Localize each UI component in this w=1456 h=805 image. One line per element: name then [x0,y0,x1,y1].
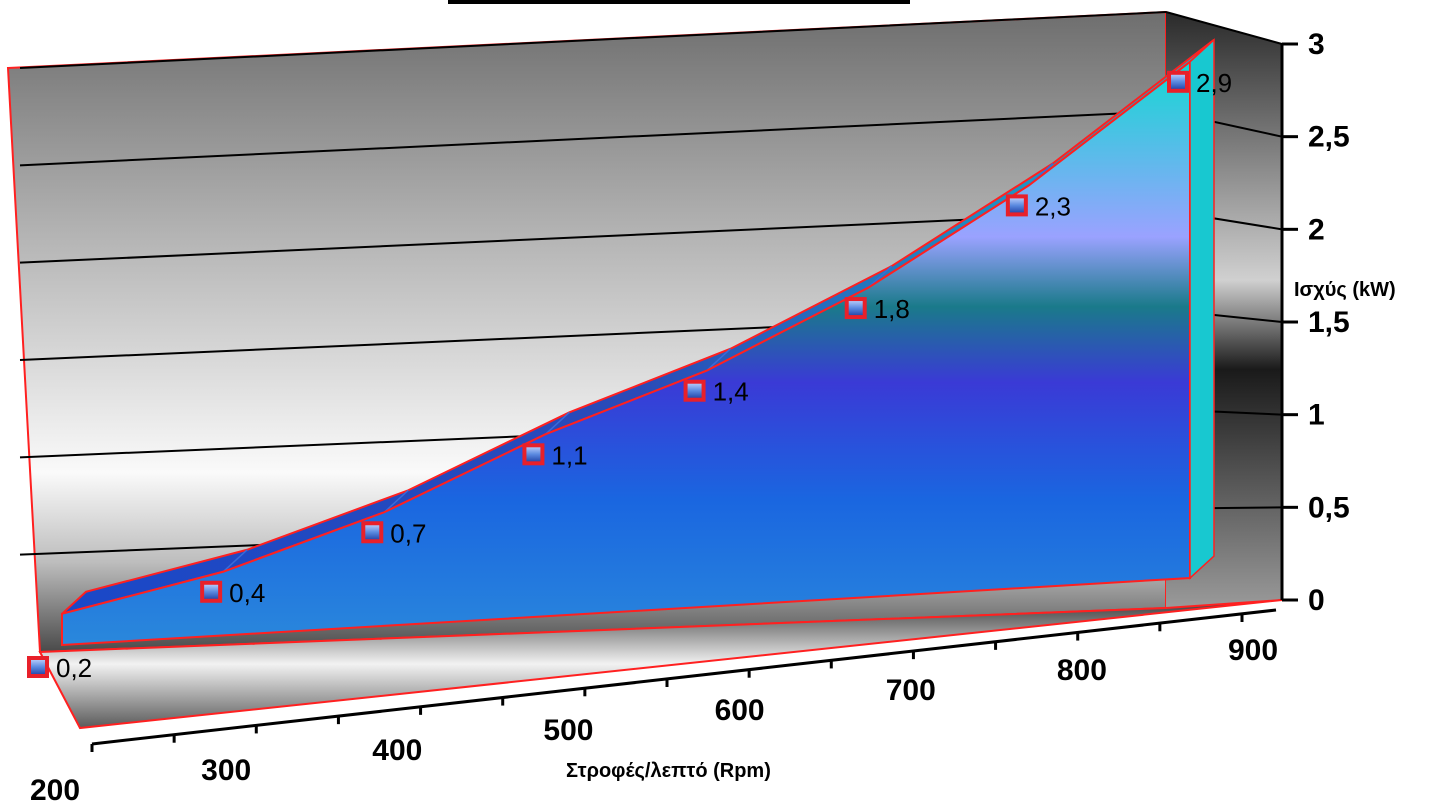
area-end-face [1189,38,1215,580]
y-tick-label: 1,5 [1308,306,1350,339]
data-label: 2,9 [1196,68,1232,98]
data-labels: 0,2 0,4 0,7 1,1 1,4 1,8 2,3 2,9 [56,68,1232,683]
gridline-side [1165,11,1283,45]
area-segment-edge [544,411,570,435]
data-label: 2,3 [1035,191,1071,221]
x-axis-title: Στροφές/λεπτό (Rpm) [566,760,771,782]
x-tick-label: 600 [715,694,765,727]
y-tick-label: 0,5 [1308,491,1350,524]
data-marker [1167,70,1189,93]
gridline [19,110,1167,167]
data-marker [1005,194,1028,217]
data-marker [683,379,706,402]
data-marker [844,297,867,320]
axes: 200 300 400 500 600 700 800 900 0 0,5 1 1,5 2 2,5 3 [30,28,1350,805]
data-marker [522,443,545,466]
y-tick-label: 2 [1308,213,1325,246]
data-label: 1,8 [874,294,910,324]
y-tick-label: 2,5 [1308,121,1350,154]
data-marker [27,656,49,678]
area-segment-edge [706,348,732,372]
x-tick-label: 500 [543,714,593,747]
gridline [19,11,1167,69]
x-tick-label: 700 [886,674,936,707]
x-tick-label: 900 [1228,634,1278,667]
y-tick-label: 3 [1308,28,1325,61]
data-label: 0,7 [390,518,426,548]
x-tick-label: 400 [372,734,422,767]
data-label: 1,4 [713,377,749,407]
data-marker [361,521,384,544]
area-series [61,38,1215,647]
x-axis-line [91,608,1277,746]
x-tick-label: 300 [201,754,251,787]
data-markers [27,70,1189,678]
y-tick-label: 0 [1308,584,1325,617]
y-tick-label: 1 [1308,399,1325,432]
data-label: 0,4 [229,578,265,608]
data-label: 1,1 [551,440,587,470]
area-segment-edge [383,489,409,513]
data-marker [200,580,223,603]
y-axis-title: Ισχύς (kW) [1294,279,1396,301]
x-tick-label: 800 [1057,654,1107,687]
area-segment-edge [222,549,248,573]
x-tick-label: 200 [30,774,80,805]
data-label: 0,2 [56,653,92,683]
